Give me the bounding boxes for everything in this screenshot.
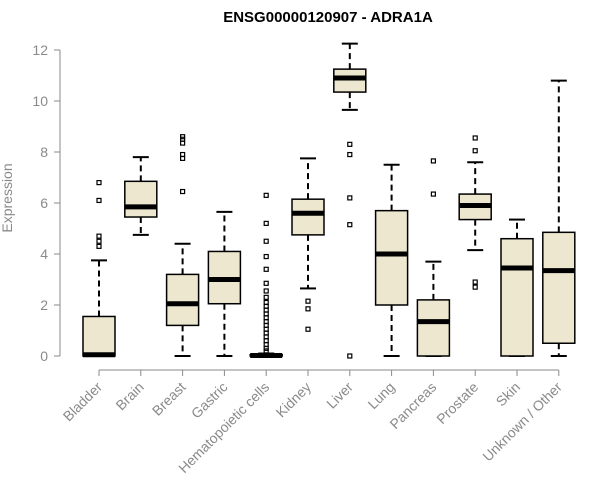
outlier-point <box>96 233 102 239</box>
outlier-point <box>305 298 311 304</box>
outlier-point <box>263 266 269 272</box>
outlier-point <box>180 151 186 158</box>
box-iqr <box>333 68 367 93</box>
x-tick-label: Unknown / Other <box>479 379 565 465</box>
outlier-point <box>96 180 102 186</box>
outlier-point <box>180 134 186 140</box>
y-tick-label: 8 <box>40 144 48 160</box>
outlier-point <box>472 284 478 290</box>
box-bladder <box>82 180 116 358</box>
outlier-point <box>347 141 353 147</box>
y-tick-label: 12 <box>32 42 48 58</box>
outlier-point <box>96 197 102 204</box>
outlier-point <box>472 148 478 154</box>
box-iqr <box>500 237 534 357</box>
box-brain <box>124 156 158 236</box>
chart-title: ENSG00000120907 - ADRA1A <box>223 9 433 26</box>
box-skin <box>500 218 534 357</box>
outlier-point <box>180 188 186 195</box>
x-tick-label: Bladder <box>60 379 106 425</box>
outlier-point <box>263 288 269 294</box>
box-unknown-other <box>542 79 576 357</box>
outlier-point <box>347 151 353 158</box>
outlier-point <box>263 220 269 226</box>
outlier-point <box>263 299 269 306</box>
boxes <box>82 42 576 359</box>
box-iqr <box>82 315 116 357</box>
outlier-point <box>96 243 102 249</box>
outlier-point <box>305 326 311 332</box>
y-tick-label: 2 <box>40 297 48 313</box>
box-breast <box>165 134 200 357</box>
outlier-point <box>263 192 269 198</box>
outlier-point <box>263 294 269 300</box>
box-iqr <box>416 299 451 357</box>
x-tick-label: Lung <box>364 379 397 412</box>
outlier-point <box>347 353 353 359</box>
y-tick-label: 4 <box>40 246 48 262</box>
x-tick-label: Kidney <box>273 379 315 421</box>
x-tick-label: Liver <box>323 379 356 412</box>
box-pancreas <box>416 158 451 357</box>
box-iqr <box>124 180 158 218</box>
box-iqr <box>165 273 200 327</box>
box-prostate <box>458 135 492 290</box>
x-tick-label: Skin <box>493 379 524 410</box>
outlier-point <box>263 238 269 244</box>
outlier-point <box>472 135 478 141</box>
y-axis-label: Expression <box>0 163 15 232</box>
x-tick-label: Prostate <box>433 379 481 427</box>
outlier-point <box>263 280 269 286</box>
outlier-point <box>472 279 478 285</box>
outlier-point <box>263 253 269 260</box>
box-lung <box>374 163 409 357</box>
y-tick-label: 10 <box>32 93 48 109</box>
y-axis: 0 2 4 6 8 10 12 <box>32 42 61 364</box>
outlier-point <box>96 238 102 244</box>
y-tick-label: 0 <box>40 348 48 364</box>
outlier-point <box>430 158 436 164</box>
box-kidney <box>291 157 325 332</box>
outlier-point <box>305 306 311 312</box>
x-tick-label: Brain <box>112 379 146 413</box>
box-liver <box>333 42 367 359</box>
box-gastric <box>207 210 242 357</box>
y-tick-label: 6 <box>40 195 48 211</box>
outlier-point <box>347 195 353 201</box>
box-hematopoietic-cells <box>249 192 283 358</box>
outlier-point <box>347 222 353 228</box>
box-iqr <box>374 209 409 306</box>
box-iqr <box>291 198 325 236</box>
box-iqr <box>542 231 576 344</box>
outlier-point <box>430 191 436 197</box>
x-tick-label: Breast <box>149 379 189 419</box>
